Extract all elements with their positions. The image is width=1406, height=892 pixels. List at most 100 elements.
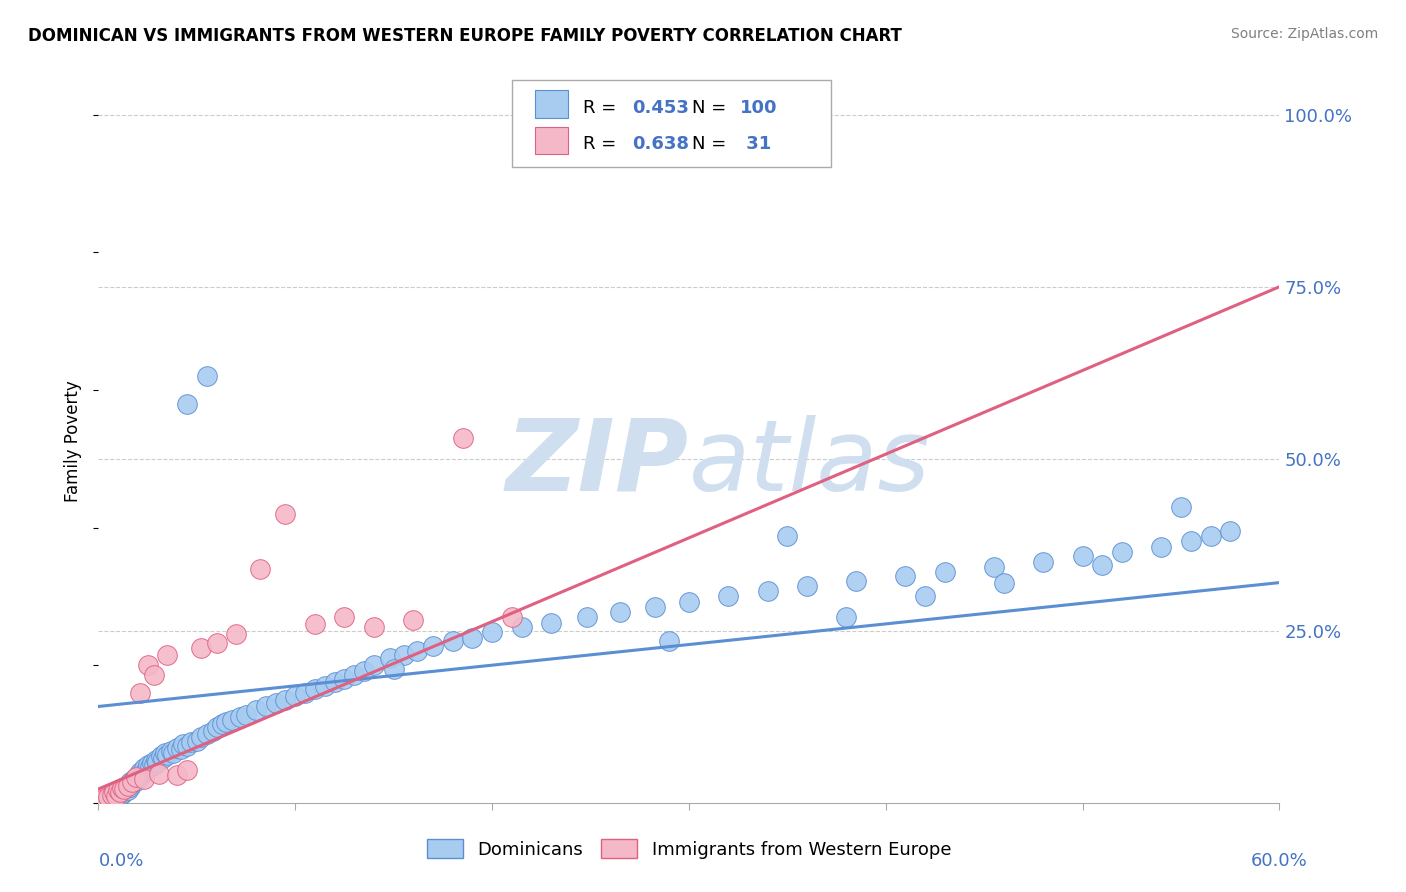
Point — [211, 716, 233, 731]
FancyBboxPatch shape — [512, 80, 831, 167]
Text: 0.638: 0.638 — [633, 135, 689, 153]
Text: 0.453: 0.453 — [633, 99, 689, 117]
Point — [107, 783, 129, 797]
Text: 100: 100 — [740, 99, 778, 117]
Point — [125, 770, 148, 784]
Point — [284, 689, 307, 703]
Point — [304, 616, 326, 631]
Point — [333, 610, 356, 624]
Point — [934, 566, 956, 580]
Point — [108, 783, 131, 797]
Point — [142, 758, 165, 772]
Text: atlas: atlas — [689, 415, 931, 512]
Point — [172, 737, 194, 751]
Point — [170, 742, 193, 756]
Text: N =: N = — [693, 99, 733, 117]
Point — [451, 431, 474, 445]
Point — [186, 734, 208, 748]
Point — [510, 620, 533, 634]
Point — [914, 590, 936, 604]
Point — [190, 640, 212, 655]
Point — [107, 785, 129, 799]
Point — [117, 782, 139, 797]
Point — [756, 583, 779, 598]
Point — [118, 780, 141, 794]
Point — [146, 755, 169, 769]
Point — [1180, 534, 1202, 549]
Point — [128, 686, 150, 700]
Point — [166, 740, 188, 755]
Point — [160, 744, 183, 758]
Point — [115, 779, 138, 793]
Point — [678, 595, 700, 609]
Text: R =: R = — [582, 135, 621, 153]
Point — [118, 775, 141, 789]
Point — [195, 727, 218, 741]
Point — [1091, 558, 1114, 573]
Point — [540, 615, 562, 630]
Point — [993, 575, 1015, 590]
Point — [201, 723, 224, 738]
Point — [378, 651, 401, 665]
Point — [304, 682, 326, 697]
Point — [176, 763, 198, 777]
Text: 0.0%: 0.0% — [98, 852, 143, 870]
Point — [215, 714, 238, 729]
Point — [103, 790, 125, 805]
Point — [105, 788, 128, 802]
Point — [156, 747, 179, 762]
Text: R =: R = — [582, 99, 621, 117]
Point — [142, 668, 165, 682]
Point — [1071, 549, 1094, 564]
Point — [314, 679, 336, 693]
Point — [983, 560, 1005, 574]
Point — [845, 574, 868, 589]
Point — [422, 639, 444, 653]
Point — [245, 703, 267, 717]
Point — [111, 782, 134, 797]
Point — [121, 776, 143, 790]
Point — [323, 675, 346, 690]
Point — [835, 610, 858, 624]
Legend: Dominicans, Immigrants from Western Europe: Dominicans, Immigrants from Western Euro… — [419, 832, 959, 866]
Point — [97, 790, 120, 805]
Point — [101, 788, 124, 802]
Point — [1111, 544, 1133, 558]
Point — [195, 369, 218, 384]
Point — [97, 792, 120, 806]
Point — [225, 627, 247, 641]
FancyBboxPatch shape — [536, 90, 568, 118]
Point — [481, 625, 503, 640]
Point — [127, 768, 149, 782]
Point — [274, 507, 297, 521]
Point — [333, 672, 356, 686]
Point — [392, 648, 415, 662]
Point — [93, 792, 115, 806]
Point — [103, 785, 125, 799]
Point — [112, 785, 135, 799]
Point — [343, 668, 366, 682]
Point — [1219, 524, 1241, 538]
Point — [190, 731, 212, 745]
Text: 31: 31 — [740, 135, 770, 153]
Point — [180, 735, 202, 749]
Point — [644, 599, 666, 614]
Point — [776, 529, 799, 543]
Point — [382, 662, 405, 676]
Point — [274, 692, 297, 706]
Point — [112, 782, 135, 797]
Point — [131, 766, 153, 780]
Point — [294, 686, 316, 700]
Point — [136, 758, 159, 772]
Point — [796, 579, 818, 593]
Point — [461, 631, 484, 645]
Point — [1032, 555, 1054, 569]
Point — [441, 634, 464, 648]
Text: Source: ZipAtlas.com: Source: ZipAtlas.com — [1230, 27, 1378, 41]
Point — [363, 658, 385, 673]
Point — [1170, 500, 1192, 514]
Point — [1199, 529, 1222, 543]
Point — [235, 707, 257, 722]
Point — [122, 772, 145, 786]
Point — [176, 739, 198, 754]
